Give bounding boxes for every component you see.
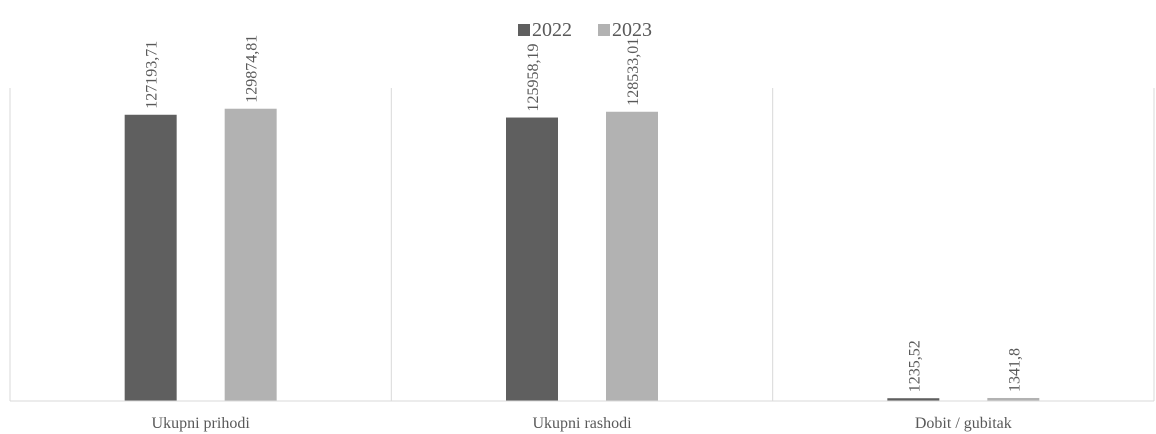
data-label-2023-1: 128533,01 (625, 38, 642, 106)
bar-2023-0 (224, 108, 277, 401)
data-label-2022-2: 1235,52 (906, 340, 923, 392)
data-label-2023-2: 1341,8 (1006, 348, 1023, 392)
category-labels: Ukupni prihodi Ukupni rashodi Dobit / gubi… (152, 415, 1012, 432)
category-separators (9, 88, 1155, 401)
category-label: Ukupni rashodi (532, 415, 632, 432)
legend-label-2022: 2022 (532, 19, 572, 41)
legend-swatch-2023 (598, 24, 610, 36)
category-label: Ukupni prihodi (152, 415, 251, 432)
legend-swatch-2022 (518, 24, 530, 36)
legend-label-2023: 2023 (612, 19, 652, 41)
bars (124, 108, 1040, 401)
category-label: Dobit / gubitak (915, 415, 1012, 432)
data-label-2022-0: 127193,71 (144, 41, 161, 109)
bar-2023-2 (987, 397, 1040, 401)
bar-2022-2 (887, 398, 940, 401)
legend: 2022 2023 (518, 19, 652, 41)
data-label-2023-0: 129874,81 (244, 35, 261, 103)
data-labels: 127193,71 129874,81 125958,19 128533,01 1235… (144, 35, 1024, 392)
bar-2022-1 (506, 117, 558, 401)
data-label-2022-1: 125958,19 (525, 44, 542, 112)
bar-2022-0 (124, 114, 177, 401)
bar-2023-1 (606, 111, 658, 401)
